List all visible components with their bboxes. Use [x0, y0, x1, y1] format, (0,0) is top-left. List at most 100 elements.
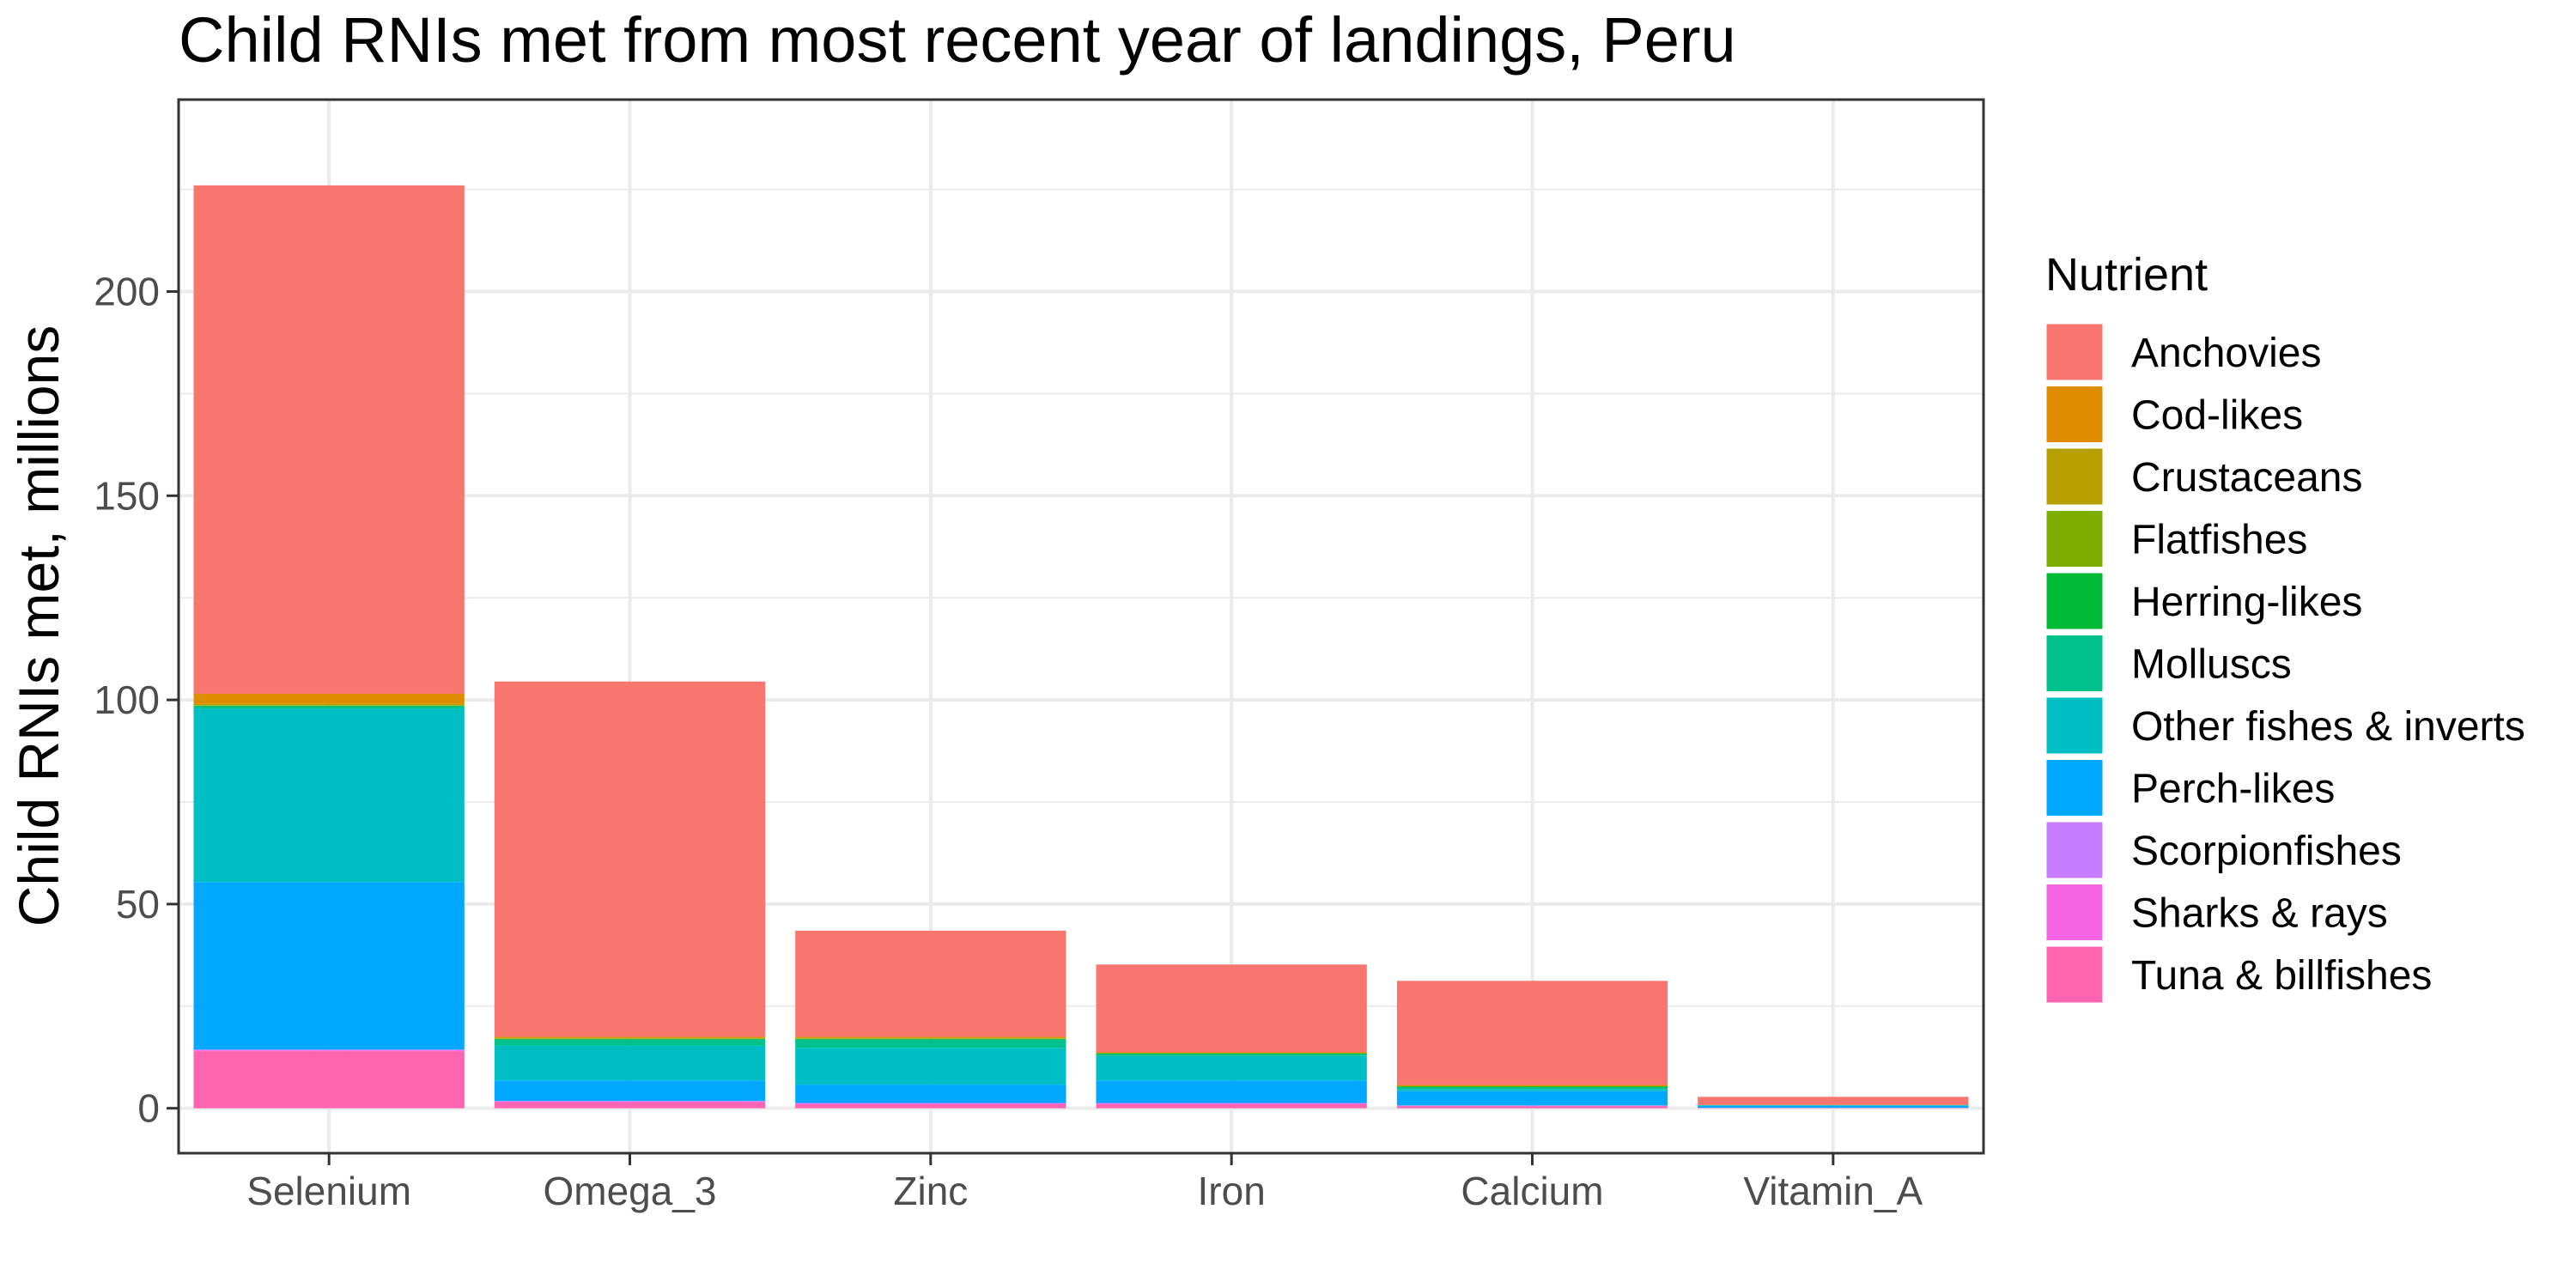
bar-segment — [1698, 1097, 1969, 1105]
bar-segment — [494, 1101, 766, 1102]
bar-segment — [1396, 1091, 1668, 1106]
bar-segment — [193, 1051, 465, 1109]
bar-segment — [795, 1036, 1066, 1038]
grid-minor — [179, 188, 1984, 1007]
bar-segment — [795, 1084, 1066, 1103]
x-tick-label: Vitamin_A — [1743, 1169, 1923, 1213]
bar-segment — [1096, 1103, 1367, 1104]
legend-key — [2044, 446, 2105, 507]
bar-segment — [193, 705, 465, 706]
bar-segment — [1396, 981, 1668, 1085]
bar-segment — [494, 1037, 766, 1039]
legend-label: Cod-likes — [2131, 393, 2303, 439]
bar-segment — [494, 1102, 766, 1109]
bar-segment — [193, 185, 465, 694]
bar-segment — [494, 1039, 766, 1046]
bar-segment — [1096, 1054, 1367, 1056]
bar-segment — [193, 693, 465, 704]
bar-segment — [494, 1045, 766, 1081]
bar-segment — [1096, 1103, 1367, 1104]
bar-segment — [1396, 1105, 1668, 1107]
bar-segment — [1396, 1085, 1668, 1087]
bar-segment — [494, 1038, 766, 1039]
legend-title: Nutrient — [2045, 249, 2208, 301]
bar-segment — [1698, 1108, 1969, 1109]
bar-segment — [795, 1038, 1066, 1039]
bar-segment — [494, 1038, 766, 1040]
bar-segment — [795, 930, 1066, 1037]
y-axis: 0 50 100 150 200 — [94, 270, 179, 1131]
y-tick-label: 50 — [116, 882, 160, 927]
plot-panel — [179, 100, 1984, 1153]
y-tick-label: 150 — [94, 473, 160, 518]
bar-segment — [494, 1080, 766, 1102]
legend-key — [2044, 384, 2105, 445]
legend-key — [2044, 757, 2105, 818]
x-tick-label: Selenium — [246, 1169, 411, 1213]
bar-segment — [795, 1103, 1066, 1104]
legend-key — [2044, 819, 2105, 881]
x-axis: Selenium Omega_3 Zinc Iron Calcium Vitamin_A — [246, 1153, 1923, 1213]
bar-segment — [1698, 1105, 1969, 1106]
bar-segment — [795, 1103, 1066, 1104]
bar-segment — [193, 882, 465, 1050]
legend-label: Crustaceans — [2131, 455, 2362, 501]
y-axis-label: Child RNIs met, millions — [7, 325, 70, 927]
legend-key — [2044, 882, 2105, 943]
y-tick-label: 200 — [94, 270, 160, 314]
legend-label: Flatfishes — [2131, 518, 2307, 563]
bar-segment — [1698, 1105, 1969, 1109]
x-tick-label: Calcium — [1461, 1169, 1603, 1213]
x-tick-label: Iron — [1198, 1169, 1266, 1213]
bar-segment — [1396, 1106, 1668, 1109]
bar-segment — [795, 1037, 1066, 1039]
bar-segment — [494, 1101, 766, 1103]
bar-segment — [193, 705, 465, 707]
chart-title: Child RNIs met from most recent year of … — [179, 4, 1736, 76]
bar-segment — [1096, 1080, 1367, 1103]
bar-segment — [1396, 1086, 1668, 1087]
bar-segment — [193, 706, 465, 709]
legend-key — [2044, 695, 2105, 756]
bar-segment — [1096, 1053, 1367, 1054]
legend-key — [2044, 508, 2105, 569]
bar-segment — [795, 1103, 1066, 1109]
y-tick-label: 100 — [94, 677, 160, 722]
legend-label: Sharks & rays — [2131, 891, 2388, 937]
bar-segment — [193, 1049, 465, 1051]
legend-label: Anchovies — [2131, 331, 2321, 376]
legend-label: Molluscs — [2131, 642, 2292, 688]
legend-key — [2044, 321, 2105, 383]
y-tick-label: 0 — [137, 1086, 160, 1131]
bar-segment — [1396, 1105, 1668, 1106]
bar-segment — [1096, 1055, 1367, 1081]
bar-segment — [1698, 1104, 1969, 1106]
legend-label: Tuna & billfishes — [2131, 953, 2432, 999]
bar-segment — [1396, 1086, 1668, 1087]
x-tick-label: Omega_3 — [543, 1169, 716, 1213]
bar-segment — [795, 1039, 1066, 1048]
bar-segment — [1096, 1052, 1367, 1054]
bar-segment — [1096, 1103, 1367, 1109]
legend-label: Other fishes & inverts — [2131, 704, 2525, 750]
bar-segment — [1096, 1053, 1367, 1054]
bar-segment — [193, 1050, 465, 1052]
bar-segment — [1396, 1089, 1668, 1091]
bars — [193, 185, 1969, 1109]
bar-segment — [494, 1036, 766, 1038]
bar-segment — [795, 1048, 1066, 1085]
legend-label: Scorpionfishes — [2131, 829, 2402, 874]
legend: Anchovies Cod-likes Crustaceans Flatfishes H… — [2044, 321, 2525, 1005]
bar-segment — [1396, 1084, 1668, 1086]
legend-key — [2044, 633, 2105, 694]
x-tick-label: Zinc — [893, 1169, 968, 1213]
bar-segment — [1096, 964, 1367, 1053]
legend-label: Herring-likes — [2131, 580, 2362, 625]
bar-segment — [193, 708, 465, 883]
legend-key — [2044, 944, 2105, 1005]
bar-segment — [193, 703, 465, 706]
legend-key — [2044, 570, 2105, 632]
legend-label: Perch-likes — [2131, 767, 2335, 812]
bar-segment — [494, 681, 766, 1037]
